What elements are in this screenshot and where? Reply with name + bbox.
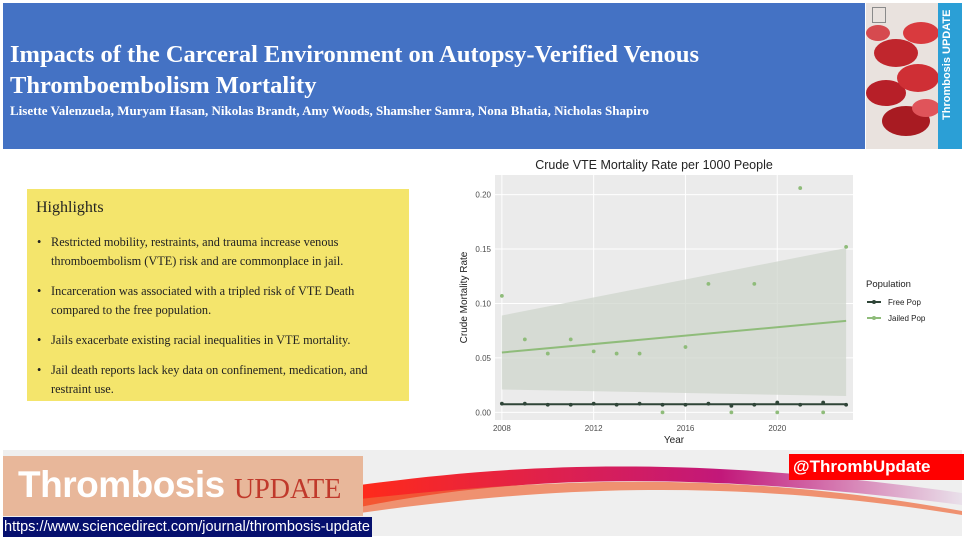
data-point — [729, 403, 734, 408]
data-point — [683, 402, 688, 407]
data-point — [706, 281, 711, 286]
data-point — [568, 337, 573, 342]
legend-label: Jailed Pop — [888, 314, 926, 323]
y-tick-label: 0.10 — [475, 299, 491, 308]
chart-title: Crude VTE Mortality Rate per 1000 People — [535, 158, 773, 172]
data-point — [637, 401, 642, 406]
data-point — [683, 345, 688, 349]
data-point — [660, 402, 665, 407]
highlight-item: • Jail death reports lack key data on con… — [37, 363, 368, 396]
chart-svg: Crude VTE Mortality Rate per 1000 People… — [459, 158, 926, 446]
highlight-item: • Restricted mobility, restraints, and tr… — [37, 235, 344, 268]
brand-main-text: Thrombosis — [18, 464, 225, 505]
cover-spine: Thrombosis UPDATE — [938, 3, 962, 149]
data-point — [729, 410, 734, 415]
y-tick-label: 0.15 — [475, 245, 491, 254]
trend-line — [501, 319, 847, 354]
confidence-band — [501, 247, 847, 397]
data-point — [568, 402, 573, 407]
x-axis-label: Year — [664, 435, 685, 446]
data-point — [844, 402, 849, 407]
x-tick-label: 2012 — [585, 424, 603, 433]
highlight-item: • Jails exacerbate existing racial inequa… — [37, 333, 351, 347]
data-point — [637, 351, 642, 356]
data-point — [798, 186, 803, 190]
twitter-handle[interactable]: @ThrombUpdate — [789, 454, 964, 480]
highlights-box: Highlights • Restricted mobility, restrai… — [27, 189, 409, 401]
data-point — [752, 402, 757, 407]
data-point — [821, 410, 826, 415]
y-tick-label: 0.00 — [475, 408, 491, 417]
author-list: Lisette Valenzuela, Muryam Hasan, Nikola… — [10, 103, 649, 118]
data-point — [775, 410, 780, 415]
y-tick-label: 0.20 — [475, 191, 491, 200]
data-point — [614, 351, 619, 356]
blood-cells-illustration — [866, 22, 940, 136]
y-axis-label: Crude Mortality Rate — [459, 251, 470, 343]
x-tick-label: 2016 — [677, 424, 695, 433]
data-point — [499, 293, 504, 298]
data-point — [522, 401, 527, 406]
legend-title: Population — [866, 279, 911, 290]
highlight-item: • Incarceration was associated with a tri… — [37, 284, 355, 317]
journal-url-link[interactable]: https://www.sciencedirect.com/journal/th… — [3, 517, 372, 537]
journal-cover-image: Thrombosis UPDATE — [866, 3, 962, 149]
brand-sub-text: UPDATE — [234, 474, 342, 505]
data-point — [614, 402, 619, 407]
x-tick-label: 2008 — [493, 424, 511, 433]
data-point — [591, 401, 596, 406]
poster-title: Impacts of the Carceral Environment on A… — [10, 41, 699, 99]
data-point — [821, 400, 826, 405]
y-tick-label: 0.05 — [475, 354, 491, 363]
highlights-title: Highlights — [36, 199, 104, 216]
data-point — [545, 351, 550, 356]
data-point — [591, 349, 596, 354]
data-point — [752, 281, 757, 286]
data-point — [499, 401, 504, 406]
header-banner: Impacts of the Carceral Environment on A… — [3, 3, 865, 149]
data-point — [798, 402, 803, 407]
data-point — [706, 401, 711, 406]
data-point — [775, 400, 780, 405]
mortality-chart: Crude VTE Mortality Rate per 1000 People… — [453, 153, 963, 453]
data-point — [522, 337, 527, 342]
data-point — [545, 402, 550, 407]
thrombosis-update-logo: Thrombosis UPDATE — [3, 456, 363, 516]
highlights-list: • Restricted mobility, restraints, and tr… — [37, 233, 401, 410]
data-point — [844, 244, 849, 249]
cover-spine-title: Thrombosis UPDATE — [941, 9, 953, 120]
x-tick-label: 2020 — [768, 424, 786, 433]
legend-key-point — [872, 300, 876, 304]
legend-key-point — [872, 316, 876, 320]
data-point — [660, 410, 665, 415]
legend-label: Free Pop — [888, 298, 921, 307]
publisher-logo-icon — [872, 7, 886, 23]
